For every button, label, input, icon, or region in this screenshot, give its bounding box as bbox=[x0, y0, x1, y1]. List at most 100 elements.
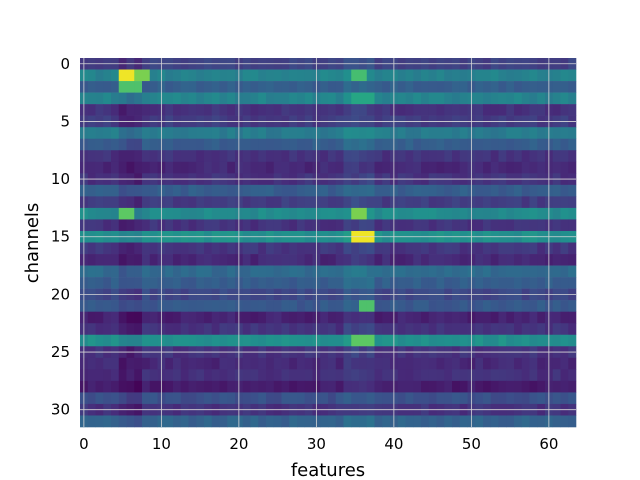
heatmap-cell bbox=[483, 323, 492, 336]
heatmap-cell bbox=[87, 265, 96, 278]
heatmap-cell bbox=[452, 265, 461, 278]
heatmap-cell bbox=[204, 254, 213, 266]
heatmap-cell bbox=[103, 127, 112, 140]
heatmap-cell bbox=[351, 81, 360, 93]
heatmap-cell bbox=[180, 277, 189, 289]
heatmap-cell bbox=[87, 184, 96, 197]
heatmap-cell bbox=[196, 81, 205, 93]
heatmap-cell bbox=[421, 357, 430, 370]
heatmap-cell bbox=[103, 138, 112, 151]
heatmap-cell bbox=[87, 380, 96, 393]
heatmap-cell bbox=[343, 369, 352, 382]
heatmap-cell bbox=[87, 254, 96, 266]
heatmap-cell bbox=[118, 415, 127, 428]
heatmap-cell bbox=[188, 415, 197, 428]
heatmap-cell bbox=[537, 161, 546, 174]
heatmap-cell bbox=[459, 254, 468, 266]
heatmap-cell bbox=[444, 184, 453, 197]
heatmap-cell bbox=[529, 380, 538, 393]
heatmap-cell bbox=[374, 254, 383, 266]
heatmap-cell bbox=[421, 127, 430, 140]
heatmap-cell bbox=[335, 184, 344, 197]
heatmap-cell bbox=[498, 254, 507, 266]
heatmap-cell bbox=[452, 334, 461, 347]
heatmap-cell bbox=[289, 138, 298, 151]
heatmap-cell bbox=[204, 311, 213, 324]
heatmap-cell bbox=[211, 392, 220, 405]
heatmap-cell bbox=[281, 300, 290, 312]
heatmap-cell bbox=[452, 357, 461, 370]
heatmap-cell bbox=[111, 242, 120, 255]
heatmap-cell bbox=[111, 81, 120, 93]
heatmap-cell bbox=[335, 415, 344, 428]
heatmap-cell bbox=[134, 207, 143, 220]
heatmap-cell bbox=[552, 69, 561, 82]
heatmap-cell bbox=[421, 265, 430, 278]
heatmap-cell bbox=[475, 380, 484, 393]
heatmap-cell bbox=[258, 357, 267, 370]
heatmap-cell bbox=[475, 415, 484, 428]
heatmap-cell bbox=[289, 92, 298, 105]
heatmap-cell bbox=[297, 380, 306, 393]
heatmap-cell bbox=[374, 127, 383, 140]
heatmap-cell bbox=[521, 242, 530, 255]
heatmap-cell bbox=[374, 219, 383, 232]
heatmap-cell bbox=[289, 380, 298, 393]
heatmap-cell bbox=[196, 127, 205, 140]
heatmap-cell bbox=[242, 254, 251, 266]
heatmap-cell bbox=[211, 277, 220, 289]
heatmap-cell bbox=[568, 369, 577, 382]
heatmap-cell bbox=[134, 369, 143, 382]
heatmap-cell bbox=[250, 254, 259, 266]
heatmap-cell bbox=[204, 207, 213, 220]
heatmap-cell bbox=[521, 300, 530, 312]
heatmap-cell bbox=[521, 265, 530, 278]
heatmap-cell bbox=[173, 334, 182, 347]
heatmap-cell bbox=[382, 300, 391, 312]
heatmap-cell bbox=[413, 300, 422, 312]
heatmap-cell bbox=[188, 81, 197, 93]
heatmap-cell bbox=[250, 127, 259, 140]
heatmap-cell bbox=[219, 277, 228, 289]
heatmap-cell bbox=[359, 127, 368, 140]
heatmap-cell bbox=[273, 254, 282, 266]
heatmap-cell bbox=[118, 207, 127, 220]
heatmap-cell bbox=[211, 242, 220, 255]
heatmap-cell bbox=[134, 277, 143, 289]
y-tick-label: 0 bbox=[60, 55, 70, 73]
heatmap-cell bbox=[149, 415, 158, 428]
heatmap-cell bbox=[320, 300, 329, 312]
heatmap-cell bbox=[529, 92, 538, 105]
heatmap-cell bbox=[289, 369, 298, 382]
heatmap-cell bbox=[366, 265, 375, 278]
heatmap-cell bbox=[537, 265, 546, 278]
heatmap-cell bbox=[258, 300, 267, 312]
heatmap-cell bbox=[452, 392, 461, 405]
heatmap-cell bbox=[165, 300, 174, 312]
heatmap-cell bbox=[421, 369, 430, 382]
heatmap-cell bbox=[211, 127, 220, 140]
heatmap-cells bbox=[80, 58, 577, 428]
heatmap-cell bbox=[320, 184, 329, 197]
heatmap-cell bbox=[382, 242, 391, 255]
heatmap-cell bbox=[568, 415, 577, 428]
heatmap-cell bbox=[397, 380, 406, 393]
heatmap-cell bbox=[297, 207, 306, 220]
heatmap-cell bbox=[529, 334, 538, 347]
heatmap-cell bbox=[335, 150, 344, 163]
heatmap-cell bbox=[343, 69, 352, 82]
heatmap-cell bbox=[103, 311, 112, 324]
heatmap-cell bbox=[366, 392, 375, 405]
heatmap-cell bbox=[328, 392, 337, 405]
heatmap-cell bbox=[258, 81, 267, 93]
heatmap-cell bbox=[111, 254, 120, 266]
heatmap-cell bbox=[142, 311, 151, 324]
heatmap-cell bbox=[204, 380, 213, 393]
heatmap-cell bbox=[173, 184, 182, 197]
heatmap-cell bbox=[568, 127, 577, 140]
heatmap-cell bbox=[521, 369, 530, 382]
heatmap-cell bbox=[134, 138, 143, 151]
heatmap-cell bbox=[173, 127, 182, 140]
heatmap-cell bbox=[266, 242, 275, 255]
heatmap-cell bbox=[165, 138, 174, 151]
